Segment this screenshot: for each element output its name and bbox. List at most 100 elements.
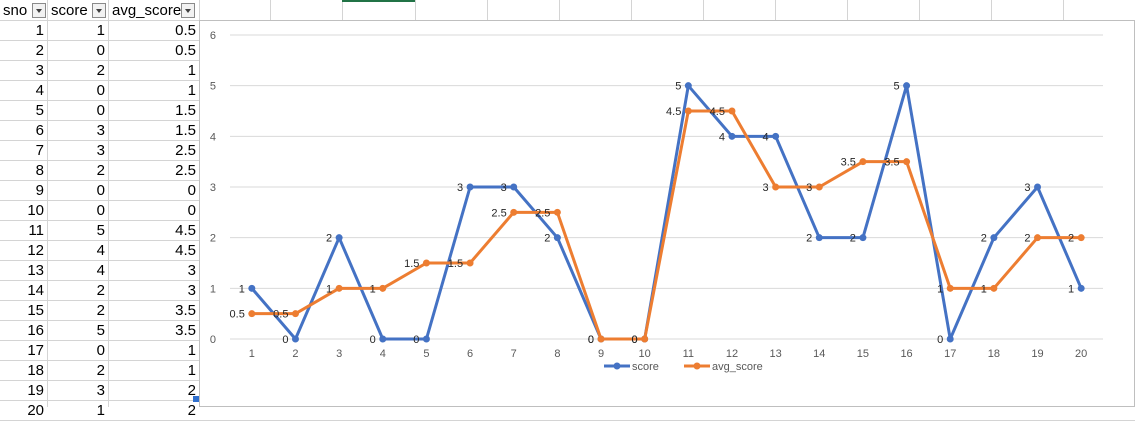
table-cell[interactable]: 2 <box>96 62 105 79</box>
table-cell[interactable]: 1 <box>187 62 196 79</box>
selected-column-marker <box>342 0 415 2</box>
legend-marker-avg_score <box>693 362 701 370</box>
data-label-score: 0 <box>282 334 288 346</box>
table-cell[interactable]: 15 <box>27 302 44 319</box>
table-cell[interactable]: 6 <box>35 122 44 139</box>
data-label-avg_score: 1.5 <box>404 258 419 270</box>
table-cell[interactable]: 3 <box>96 142 105 159</box>
table-cell[interactable]: 5 <box>96 222 105 239</box>
table-cell[interactable]: 12 <box>27 242 44 259</box>
data-label-avg_score: 4.5 <box>666 106 681 118</box>
data-label-avg_score: 3 <box>763 182 769 194</box>
data-label-avg_score: 2.5 <box>535 207 550 219</box>
header-score[interactable]: score <box>51 2 88 19</box>
table-cell[interactable]: 1 <box>35 22 44 39</box>
table-cell[interactable]: 9 <box>35 182 44 199</box>
table-cell[interactable]: 0 <box>96 202 105 219</box>
data-point-score <box>248 284 256 292</box>
table-cell[interactable]: 17 <box>27 342 44 359</box>
table-cell[interactable]: 1.5 <box>175 122 196 139</box>
table-cell[interactable]: 5 <box>96 322 105 339</box>
column-gridline <box>108 0 109 407</box>
table-cell[interactable]: 3 <box>96 382 105 399</box>
table-cell[interactable]: 1 <box>187 82 196 99</box>
data-label-avg_score: 1 <box>370 283 376 295</box>
x-tick-label: 9 <box>598 348 604 360</box>
table-cell[interactable]: 16 <box>27 322 44 339</box>
chart-resize-handle[interactable] <box>193 396 199 402</box>
table-cell[interactable]: 0.5 <box>175 42 196 59</box>
data-label-score: 2 <box>981 233 987 245</box>
table-cell[interactable]: 1 <box>96 402 105 419</box>
table-cell[interactable]: 2 <box>96 302 105 319</box>
table-cell[interactable]: 3.5 <box>175 302 196 319</box>
x-tick-label: 8 <box>554 348 560 360</box>
data-point-avg_score <box>772 183 780 191</box>
table-cell[interactable]: 5 <box>35 102 44 119</box>
x-tick-label: 14 <box>813 348 825 360</box>
table-cell[interactable]: 8 <box>35 162 44 179</box>
data-point-score <box>335 234 343 242</box>
table-cell[interactable]: 3 <box>96 122 105 139</box>
table-cell[interactable]: 0 <box>96 102 105 119</box>
data-point-avg_score <box>1034 234 1042 242</box>
table-cell[interactable]: 0 <box>96 82 105 99</box>
x-tick-label: 3 <box>336 348 342 360</box>
data-point-score <box>510 183 518 191</box>
filter-dropdown-score-icon[interactable] <box>92 3 106 18</box>
table-cell[interactable]: 0 <box>96 342 105 359</box>
table-cell[interactable]: 3 <box>187 282 196 299</box>
table-cell[interactable]: 19 <box>27 382 44 399</box>
x-tick-label: 10 <box>639 348 651 360</box>
table-cell[interactable]: 18 <box>27 362 44 379</box>
filter-dropdown-sno-icon[interactable] <box>32 3 46 18</box>
table-cell[interactable]: 4 <box>96 262 105 279</box>
table-cell[interactable]: 2.5 <box>175 142 196 159</box>
table-cell[interactable]: 14 <box>27 282 44 299</box>
table-cell[interactable]: 1.5 <box>175 102 196 119</box>
table-cell[interactable]: 2 <box>187 402 196 419</box>
data-point-score <box>903 82 911 90</box>
data-point-avg_score <box>291 310 299 318</box>
table-cell[interactable]: 0 <box>187 182 196 199</box>
line-chart[interactable]: 0 1 2 3 4 5 6 1 2 3 4 5 6 7 8 9 10 11 12 13 14 15 16 17 18 19 20 1 0… <box>199 20 1135 407</box>
header-sno[interactable]: sno <box>3 2 28 19</box>
table-cell[interactable]: 11 <box>28 222 44 239</box>
table-cell[interactable]: 2 <box>96 362 105 379</box>
data-point-score <box>291 335 299 343</box>
table-cell[interactable]: 2 <box>187 382 196 399</box>
table-cell[interactable]: 3.5 <box>175 322 196 339</box>
table-cell[interactable]: 3 <box>35 62 44 79</box>
table-cell[interactable]: 0 <box>96 42 105 59</box>
table-cell[interactable]: 1 <box>187 342 196 359</box>
table-cell[interactable]: 7 <box>35 142 44 159</box>
table-cell[interactable]: 20 <box>27 402 44 419</box>
data-label-avg_score: 2.5 <box>491 207 506 219</box>
legend-marker-score <box>613 362 621 370</box>
data-label-score: 4 <box>763 131 769 143</box>
table-cell[interactable]: 13 <box>27 262 44 279</box>
table-cell[interactable]: 0.5 <box>175 22 196 39</box>
filter-dropdown-avg-score-icon[interactable] <box>181 3 195 18</box>
table-cell[interactable]: 3 <box>187 262 196 279</box>
header-avg-score[interactable]: avg_score <box>112 2 182 19</box>
table-cell[interactable]: 0 <box>187 202 196 219</box>
table-cell[interactable]: 4 <box>35 82 44 99</box>
table-cell[interactable]: 2.5 <box>175 162 196 179</box>
table-cell[interactable]: 1 <box>187 362 196 379</box>
data-label-score: 0 <box>632 334 638 346</box>
table-cell[interactable]: 0 <box>96 182 105 199</box>
table-cell[interactable]: 2 <box>96 282 105 299</box>
legend-label-score: score <box>632 361 659 373</box>
table-cell[interactable]: 2 <box>96 162 105 179</box>
data-label-score: 3 <box>1024 182 1030 194</box>
data-label-avg_score: 3.5 <box>841 157 856 169</box>
data-point-avg_score <box>335 284 343 292</box>
table-cell[interactable]: 4.5 <box>175 222 196 239</box>
table-cell[interactable]: 10 <box>27 202 44 219</box>
table-cell[interactable]: 2 <box>35 42 44 59</box>
table-cell[interactable]: 1 <box>96 22 105 39</box>
table-cell[interactable]: 4.5 <box>175 242 196 259</box>
table-cell[interactable]: 4 <box>96 242 105 259</box>
